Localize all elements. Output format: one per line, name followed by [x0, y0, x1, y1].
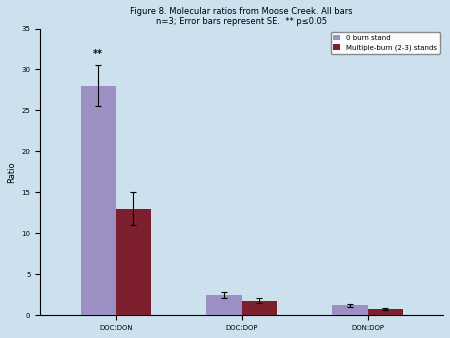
- Title: Figure 8. Molecular ratios from Moose Creek. All bars
n=3; Error bars represent : Figure 8. Molecular ratios from Moose Cr…: [130, 7, 353, 26]
- Bar: [81, 86, 116, 315]
- Bar: [207, 295, 242, 315]
- Legend: 0 burn stand, Multiple-burn (2-3) stands: 0 burn stand, Multiple-burn (2-3) stands: [331, 32, 440, 54]
- Text: **: **: [93, 49, 103, 59]
- Bar: [242, 300, 277, 315]
- Bar: [368, 309, 403, 315]
- Bar: [332, 306, 368, 315]
- Bar: [116, 209, 151, 315]
- Y-axis label: Ratio: Ratio: [7, 161, 16, 183]
